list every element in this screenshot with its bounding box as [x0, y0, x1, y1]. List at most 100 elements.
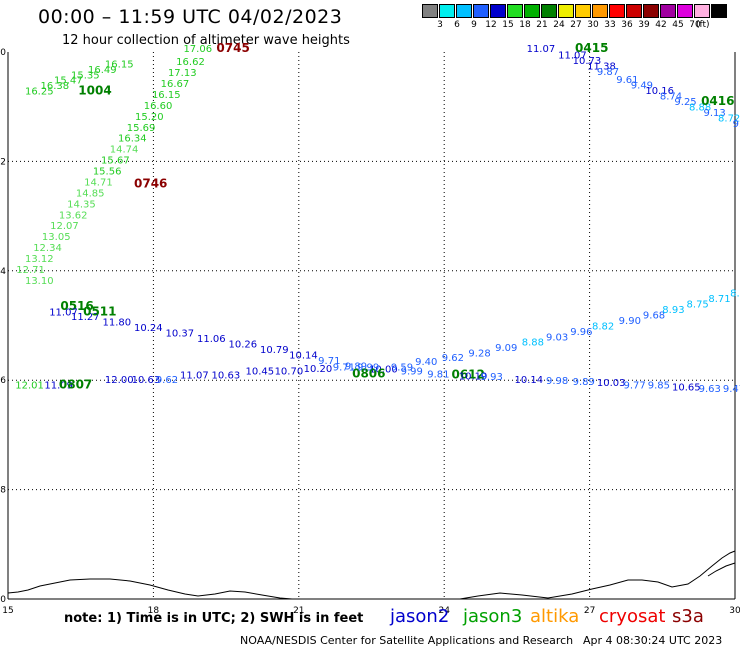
- colorbar-label: 6: [454, 20, 460, 30]
- wave-height-value: 9.71: [318, 356, 340, 367]
- pass-time-label: 0612: [451, 368, 484, 382]
- axis-ticks: -60 -62 -64 -66 -68 -7015 18 21 24 27 30: [0, 48, 740, 616]
- colorbar-label: 18: [519, 20, 531, 30]
- coastline-east: [459, 550, 736, 600]
- wave-height-value: 10.63: [212, 371, 241, 382]
- lon-tick-label: 24: [438, 606, 450, 616]
- wave-height-value: 8.72: [718, 113, 740, 124]
- colorbar-label: 12: [485, 20, 497, 30]
- wave-height-value: 9.98: [546, 376, 568, 387]
- wave-height-value: 16.62: [176, 57, 205, 68]
- wave-height-value: 10.24: [134, 323, 163, 334]
- colorbar-label: 21: [536, 20, 548, 30]
- lat-tick-label: -60: [0, 48, 6, 58]
- wave-height-value: 9.61: [616, 75, 638, 86]
- colorbar-label: 45: [672, 20, 684, 30]
- wave-height-value: 9.: [733, 119, 740, 130]
- wave-height-value: 14.35: [67, 199, 96, 210]
- wave-height-value: 9.99: [357, 362, 379, 373]
- colorbar-swatch: [558, 4, 574, 18]
- wave-height-value: 10.14: [514, 375, 543, 386]
- wave-height-value: 9.99: [401, 367, 423, 378]
- wave-height-value: 10.63: [132, 375, 161, 386]
- wave-height-value: 10.26: [229, 339, 258, 350]
- wave-height-value: 16.15: [152, 90, 181, 101]
- lat-tick-label: -68: [0, 486, 6, 496]
- colorbar-label: 3: [437, 20, 443, 30]
- legend-s3a: s3a: [672, 606, 704, 627]
- wave-height-value: 10.37: [166, 328, 195, 339]
- wave-height-value: 14.74: [110, 145, 139, 156]
- wave-height-value: 9.87: [597, 67, 619, 78]
- wave-height-value: 17.06: [183, 44, 212, 55]
- footer-timestamp: Apr 4 08:30:24 UTC 2023: [583, 634, 723, 647]
- colorbar-swatch: [626, 4, 642, 18]
- wave-height-value: 9.81: [427, 369, 449, 380]
- wave-height-value: 10.16: [645, 86, 674, 97]
- colorbar-label: 39: [638, 20, 650, 30]
- wave-height-value: 16.34: [118, 134, 147, 145]
- colorbar-swatch: [490, 4, 506, 18]
- lon-tick-label: 21: [293, 606, 304, 616]
- colorbar-label: 36: [621, 20, 633, 30]
- colorbar-label: 27: [570, 20, 582, 30]
- wave-height-value: 9.62: [156, 375, 178, 386]
- wave-height-value: 9.71: [333, 362, 355, 373]
- lat-tick-label: -62: [0, 157, 6, 167]
- colorbar-label: 24: [553, 20, 565, 30]
- wave-height-value: 13.10: [25, 276, 54, 287]
- coastline: [7, 550, 736, 600]
- colorbar-swatch: [677, 4, 693, 18]
- colorbar-label: 15: [502, 20, 514, 30]
- lon-tick-label: 30: [729, 606, 740, 616]
- wave-height-value: 13.05: [42, 232, 71, 243]
- wave-height-value: 10.79: [260, 345, 289, 356]
- note-text: note: 1) Time is in UTC; 2) SWH is in fe…: [64, 611, 364, 626]
- colorbar-label: 33: [604, 20, 616, 30]
- wave-height-value: 9.03: [546, 332, 568, 343]
- wave-height-value: 9.47: [723, 384, 740, 395]
- lon-tick-label: 15: [2, 606, 13, 616]
- legend-cryosat: cryosat: [599, 606, 666, 627]
- wave-height-value: 12.01: [15, 380, 44, 391]
- pass-time-label: 0807: [59, 377, 92, 391]
- pass-time-label: 0745: [216, 41, 249, 55]
- wave-height-value: 17.13: [168, 68, 197, 79]
- wave-height-value: 9.49: [631, 81, 653, 92]
- wave-height-value: 15.69: [127, 123, 156, 134]
- wave-height-value: 15.67: [101, 156, 130, 167]
- wave-height-value: 9.90: [619, 316, 641, 327]
- wave-height-value: 14.71: [84, 177, 113, 188]
- legend-altika: altika: [530, 606, 580, 627]
- colorbar-label: 30: [587, 20, 599, 30]
- wave-height-value: 9.96: [570, 327, 592, 338]
- colorbar-swatch: [439, 4, 455, 18]
- colorbar-swatch: [524, 4, 540, 18]
- pass-time-label: 0746: [134, 177, 167, 191]
- legend-jason2: jason2: [390, 606, 450, 627]
- map-grid: [7, 52, 736, 600]
- wave-height-value: 9.59: [391, 362, 413, 373]
- colorbar-swatch: [592, 4, 608, 18]
- wave-height-labels: 16.2516.3815.4715.3516.4916.15100417.061…: [15, 41, 740, 395]
- footer-credit: NOAA/NESDIS Center for Satellite Applica…: [240, 634, 574, 647]
- wave-height-value: 9.85: [648, 380, 670, 391]
- wave-height-value: 9.63: [699, 384, 721, 395]
- colorbar-swatch: [541, 4, 557, 18]
- colorbar-swatch: [422, 4, 438, 18]
- coastline-west: [7, 578, 293, 600]
- wave-height-value: 9.93: [481, 372, 503, 383]
- colorbar-swatch: [575, 4, 591, 18]
- pass-time-label: 0806: [352, 366, 385, 380]
- wave-height-value: 11.07: [180, 371, 209, 382]
- colorbar-swatch: [609, 4, 625, 18]
- wave-height-value: 15.56: [93, 167, 122, 178]
- wave-height-value: 8.88: [689, 103, 711, 114]
- lon-tick-label: 27: [584, 606, 595, 616]
- wave-height-value: 11.07: [49, 308, 78, 319]
- colorbar-unit: (ft): [696, 20, 710, 30]
- wave-height-value: 10.73: [573, 56, 602, 67]
- pass-time-label: 1004: [78, 84, 111, 98]
- colorbar-label: 42: [655, 20, 667, 30]
